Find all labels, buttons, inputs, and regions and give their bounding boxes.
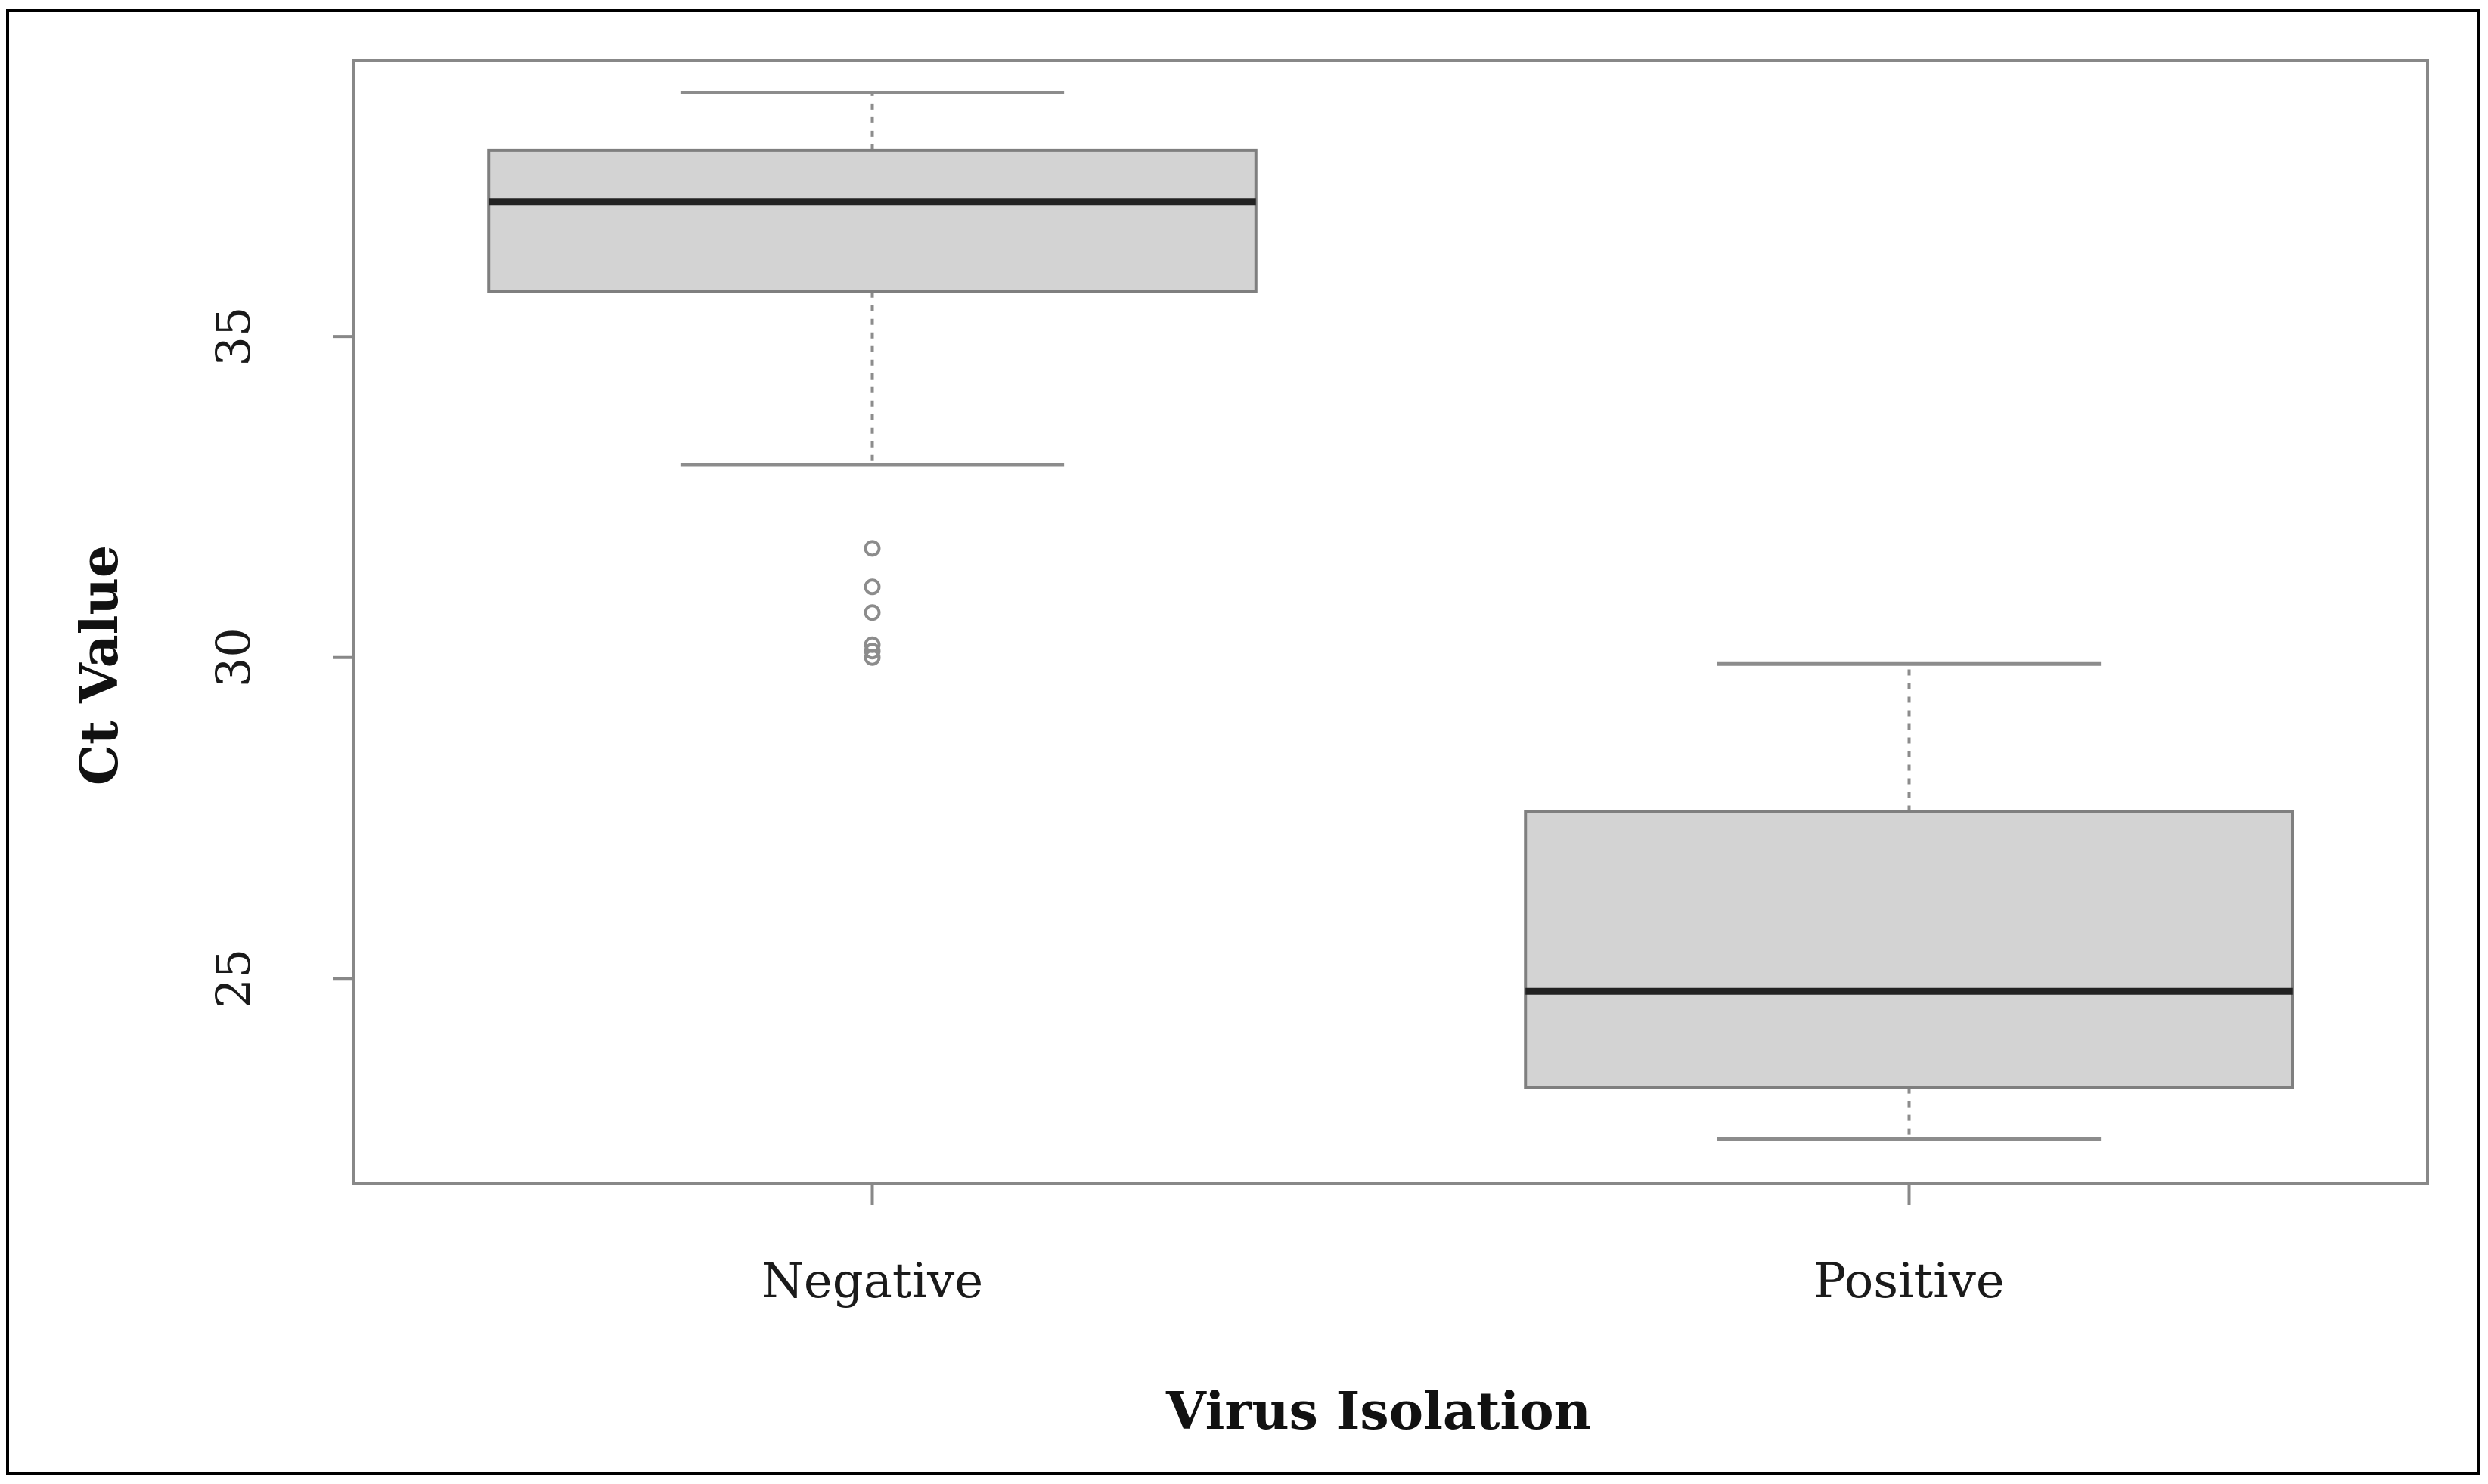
plot-frame	[352, 59, 2429, 1185]
y-tick-label-30: 30	[206, 627, 261, 687]
negative-outlier-6	[864, 649, 881, 666]
negative-outlier-3	[864, 604, 881, 621]
x-axis-title: Virus Isolation	[1165, 1381, 1591, 1442]
negative-outlier-2	[864, 578, 881, 596]
positive-box	[1524, 810, 2294, 1089]
y-tick-label-25: 25	[206, 949, 261, 1008]
negative-outlier-5	[864, 643, 881, 660]
x-tick-label-negative: Negative	[762, 1253, 983, 1309]
negative-outlier-1	[864, 540, 881, 557]
chart-marks: 25 30 35 Negative Positive	[206, 90, 2294, 1309]
negative-box	[487, 148, 1258, 293]
x-tick-label-positive: Positive	[1813, 1253, 2005, 1309]
y-tick-label-35: 35	[206, 307, 261, 367]
y-axis-title: Ct Value	[70, 545, 130, 785]
